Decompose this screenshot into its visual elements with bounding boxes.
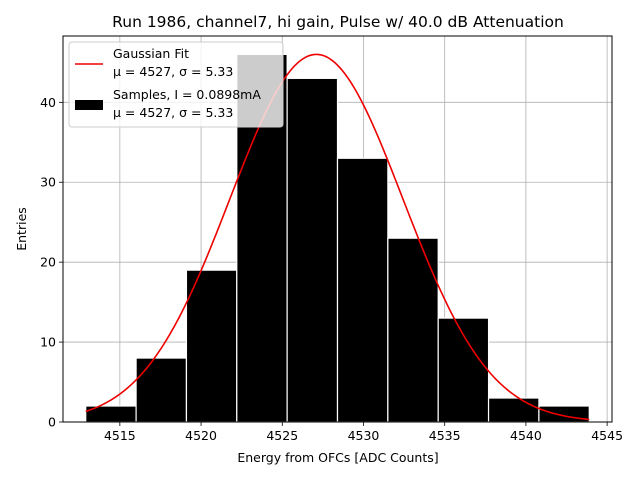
x-tick-label: 4530 xyxy=(348,428,380,443)
y-tick-label: 30 xyxy=(40,175,56,190)
gaussian-fit-curve xyxy=(85,53,590,421)
histogram-bar xyxy=(185,269,238,423)
x-tick-label: 4525 xyxy=(266,428,298,443)
legend-fit-name: Gaussian Fit xyxy=(113,46,189,61)
legend: Gaussian Fit μ = 4527, σ = 5.33 Samples,… xyxy=(68,41,284,128)
x-tick-label: 4515 xyxy=(104,428,136,443)
legend-box xyxy=(68,41,284,128)
histogram-bar xyxy=(336,157,389,423)
y-axis-ticks: 0 10 20 30 40 xyxy=(40,95,63,430)
y-tick-label: 40 xyxy=(40,95,56,110)
x-tick-label: 4535 xyxy=(429,428,461,443)
histogram-bar xyxy=(538,405,590,423)
plot-frame xyxy=(62,35,613,423)
legend-histogram-swatch xyxy=(75,100,103,110)
legend-histogram-name: Samples, I = 0.0898mA xyxy=(113,87,261,102)
legend-histogram-stats: μ = 4527, σ = 5.33 xyxy=(113,105,233,120)
x-axis-ticks: 4515 4520 4525 4530 4535 4540 4545 xyxy=(104,422,623,443)
histogram-bar xyxy=(487,397,540,423)
x-tick-label: 4520 xyxy=(185,428,217,443)
legend-fit-stats: μ = 4527, σ = 5.33 xyxy=(113,64,233,79)
histogram-bar xyxy=(387,237,439,423)
histogram-bar xyxy=(286,77,339,423)
x-tick-label: 4545 xyxy=(591,428,623,443)
y-tick-label: 10 xyxy=(40,335,56,350)
x-axis-label: Energy from OFCs [ADC Counts] xyxy=(237,450,438,465)
y-axis-label: Entries xyxy=(14,207,29,251)
x-tick-label: 4540 xyxy=(510,428,542,443)
y-tick-label: 0 xyxy=(48,415,56,430)
histogram-bar xyxy=(135,357,188,423)
y-tick-label: 20 xyxy=(40,255,56,270)
chart-title: Run 1986, channel7, hi gain, Pulse w/ 40… xyxy=(112,13,564,31)
histogram-bars xyxy=(85,53,590,423)
